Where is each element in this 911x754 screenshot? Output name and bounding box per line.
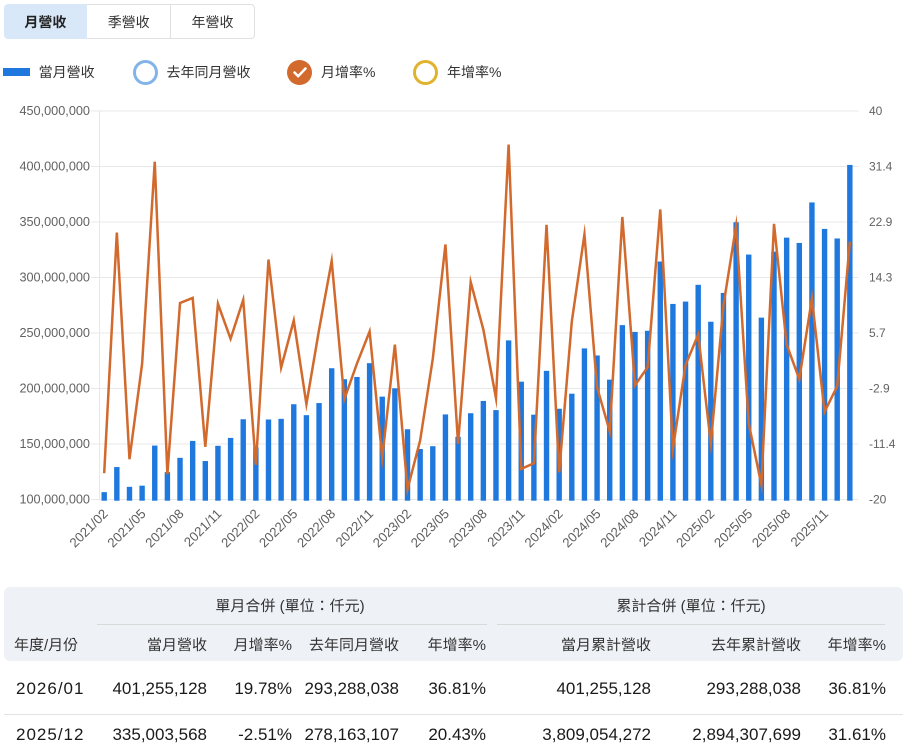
svg-text:2025/08: 2025/08 (749, 506, 793, 550)
svg-text:250,000,000: 250,000,000 (19, 326, 90, 340)
svg-text:2022/02: 2022/02 (218, 506, 262, 550)
svg-text:-20: -20 (869, 493, 887, 507)
svg-text:150,000,000: 150,000,000 (19, 437, 90, 451)
svg-text:450,000,000: 450,000,000 (19, 104, 90, 118)
svg-text:5.7: 5.7 (869, 326, 886, 340)
svg-text:2025/05: 2025/05 (711, 506, 755, 550)
svg-text:2021/02: 2021/02 (67, 506, 111, 550)
svg-text:400,000,000: 400,000,000 (19, 160, 90, 174)
svg-text:-11.4: -11.4 (869, 437, 896, 451)
svg-text:2021/05: 2021/05 (104, 506, 148, 550)
svg-text:100,000,000: 100,000,000 (19, 493, 90, 507)
svg-text:2022/05: 2022/05 (256, 506, 300, 550)
svg-text:300,000,000: 300,000,000 (19, 271, 90, 285)
svg-text:2023/08: 2023/08 (446, 506, 490, 550)
svg-text:2021/08: 2021/08 (142, 506, 186, 550)
svg-text:2022/08: 2022/08 (294, 506, 338, 550)
svg-text:31.4: 31.4 (869, 160, 893, 174)
svg-text:2021/11: 2021/11 (181, 506, 225, 550)
svg-text:2024/08: 2024/08 (597, 506, 641, 550)
svg-text:200,000,000: 200,000,000 (19, 382, 90, 396)
svg-text:2023/05: 2023/05 (408, 506, 452, 550)
svg-text:2024/05: 2024/05 (559, 506, 603, 550)
svg-text:-2.9: -2.9 (869, 382, 890, 396)
svg-text:14.3: 14.3 (869, 271, 893, 285)
svg-text:2023/11: 2023/11 (484, 506, 528, 550)
svg-text:2025/11: 2025/11 (788, 506, 832, 550)
svg-text:2022/11: 2022/11 (333, 506, 377, 550)
svg-text:2023/02: 2023/02 (370, 506, 414, 550)
svg-text:2024/02: 2024/02 (521, 506, 565, 550)
svg-text:22.9: 22.9 (869, 215, 893, 229)
svg-text:2024/11: 2024/11 (636, 506, 680, 550)
svg-text:40: 40 (869, 104, 883, 118)
svg-text:350,000,000: 350,000,000 (19, 215, 90, 229)
svg-text:2025/02: 2025/02 (673, 506, 717, 550)
